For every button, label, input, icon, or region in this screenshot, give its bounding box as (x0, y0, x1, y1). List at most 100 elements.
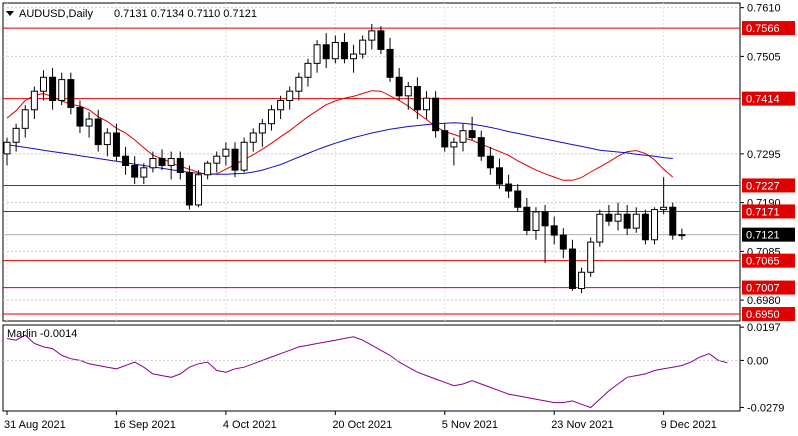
candle (267, 105, 275, 131)
candle-body-up (167, 158, 175, 166)
candle (632, 207, 640, 233)
candle-body-down (432, 97, 440, 132)
candle-body-up (578, 271, 586, 290)
candle (596, 209, 604, 247)
candle-body-down (112, 132, 120, 157)
level-badge (742, 21, 795, 36)
candle-body-down (441, 130, 449, 148)
candle (532, 207, 540, 240)
candle-body-up (350, 53, 358, 60)
candle (404, 81, 412, 110)
candle-body-down (605, 213, 613, 222)
candle-body-up (313, 44, 321, 64)
candle (112, 123, 120, 161)
level-badge (742, 253, 795, 268)
candle (432, 91, 440, 138)
candle (587, 237, 595, 277)
candle (350, 44, 358, 73)
level-badge-label: 0.7566 (746, 23, 780, 35)
candle-body-up (12, 127, 20, 143)
candle-body-down (623, 213, 631, 229)
candle (231, 142, 239, 178)
horizontal-levels (3, 27, 740, 315)
candle-body-down (669, 206, 677, 236)
level-badge (742, 178, 795, 193)
indicator-line (6, 334, 728, 409)
candle (386, 37, 394, 82)
candle (67, 72, 75, 115)
candle-body-up (331, 41, 339, 60)
candle (523, 197, 531, 236)
candle (322, 33, 330, 68)
indicator-name-label: Marlin -0.0014 (7, 328, 77, 340)
candle (295, 72, 303, 101)
candle (313, 40, 321, 73)
candle-body-up (614, 213, 622, 222)
candle-body-down (550, 225, 558, 236)
candle (368, 23, 376, 50)
candle (204, 160, 212, 180)
candle-body-up (21, 109, 29, 129)
candle-body-up (85, 118, 93, 127)
candle-body-down (340, 41, 348, 60)
candle-body-down (641, 213, 649, 241)
candle-body-up (258, 123, 266, 134)
candle (122, 146, 130, 175)
level-badge (742, 280, 795, 295)
candle (550, 216, 558, 245)
level-badge-label: 0.7414 (746, 94, 780, 106)
candle (568, 239, 576, 291)
current-price-label: 0.7121 (746, 230, 780, 242)
indicator-tick-label: 0.0197 (747, 322, 781, 334)
candle (249, 128, 257, 152)
candle-body-down (49, 76, 57, 101)
moving-average-slow (6, 122, 673, 175)
candle (304, 58, 312, 87)
candle-body-up (222, 148, 230, 157)
candle (641, 209, 649, 245)
level-badge (742, 307, 795, 322)
candle-body-up (678, 234, 686, 237)
candle-body-down (386, 48, 394, 78)
candle (505, 174, 513, 198)
dropdown-triangle-icon[interactable] (6, 11, 14, 16)
candle-body-up (450, 141, 458, 148)
candle (605, 204, 613, 226)
level-badge-label: 0.7227 (746, 180, 780, 192)
candle (495, 158, 503, 189)
candle-body-up (30, 90, 38, 111)
main-pane (2, 2, 741, 322)
candle-body-up (587, 241, 595, 273)
candle (377, 26, 385, 55)
candle (331, 35, 339, 64)
candle (441, 123, 449, 152)
candle (195, 170, 203, 208)
candle (423, 91, 431, 120)
candle-body-up (359, 39, 367, 55)
candle (614, 202, 622, 231)
candle-body-down (76, 106, 84, 127)
candle (140, 163, 148, 185)
candle (58, 72, 66, 106)
date-tick-label: 31 Aug 2021 (4, 419, 66, 431)
candle (459, 123, 467, 152)
date-tick-label: 23 Nov 2021 (551, 419, 613, 431)
date-tick-label: 4 Oct 2021 (223, 419, 277, 431)
candle-body-up (240, 141, 248, 171)
candle (258, 119, 266, 147)
candle (514, 184, 522, 212)
candle (158, 149, 166, 171)
candle (623, 204, 631, 236)
current-price-badge (742, 227, 795, 242)
candle (395, 67, 403, 101)
ma-fast-line (6, 90, 674, 181)
candle (559, 228, 567, 259)
candle (222, 142, 230, 166)
candle (651, 207, 659, 245)
candle (468, 116, 476, 140)
candle (76, 100, 84, 133)
candle (167, 151, 175, 180)
level-badge-label: 0.7171 (746, 206, 780, 218)
candle-body-down (131, 164, 139, 178)
